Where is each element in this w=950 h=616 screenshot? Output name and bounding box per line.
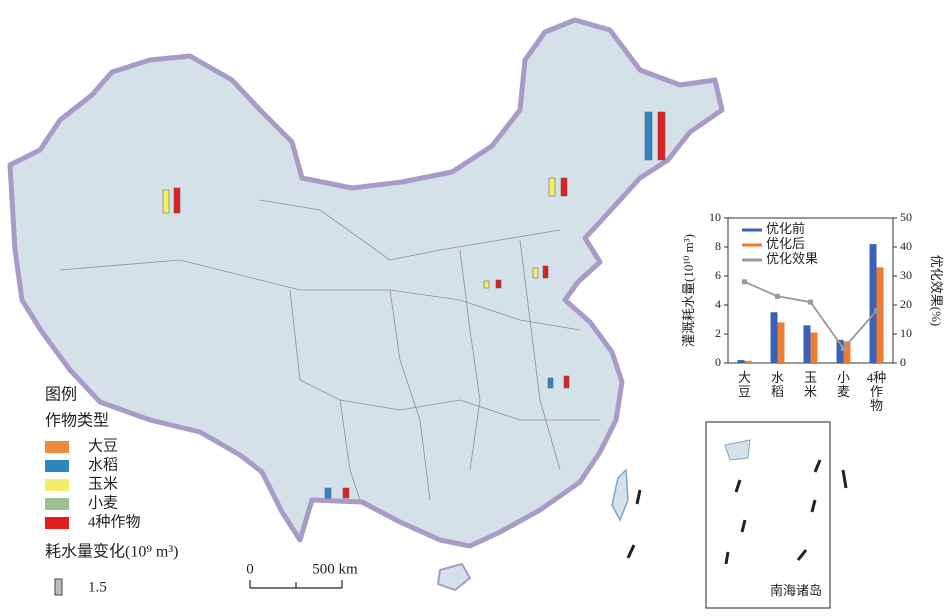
y2-tick-label: 50 xyxy=(900,210,912,224)
legend-label: 小麦 xyxy=(88,494,118,511)
inset-box xyxy=(626,421,848,609)
province-lines xyxy=(59,199,600,501)
y-tick-label: 8 xyxy=(715,239,721,253)
x-tick-label: 大豆 xyxy=(737,370,751,399)
legend-label: 水稻 xyxy=(88,456,118,473)
bar xyxy=(836,339,844,363)
legend-swatch xyxy=(45,441,69,453)
bar xyxy=(843,341,851,363)
legend-swatch xyxy=(45,460,69,472)
legend-label: 优化前 xyxy=(766,221,805,236)
y2-tick-label: 30 xyxy=(900,268,912,282)
x-tick-label: 小麦 xyxy=(836,370,850,399)
x-tick-label: 水稻 xyxy=(770,370,784,399)
legend-label: 大豆 xyxy=(88,437,118,454)
effect-point xyxy=(841,346,846,351)
bar xyxy=(744,360,752,363)
effect-point xyxy=(874,308,879,314)
taiwan xyxy=(611,468,629,522)
effect-point xyxy=(808,299,813,305)
effect-point xyxy=(742,279,747,285)
crop-bars xyxy=(162,111,666,499)
bar xyxy=(810,332,818,363)
y-axis-label: 灌溉耗水量(10¹⁰ m³) xyxy=(681,234,696,347)
legend-label: 4种作物 xyxy=(88,513,141,530)
bar xyxy=(876,267,884,363)
y-tick-label: 6 xyxy=(715,268,721,282)
legend-swatch xyxy=(45,479,69,491)
y2-tick-label: 10 xyxy=(900,326,912,340)
effect-point xyxy=(775,293,780,299)
legend-label: 玉米 xyxy=(88,475,118,492)
legend-subtitle: 作物类型 xyxy=(45,412,109,430)
scale-start: 0 xyxy=(246,561,254,577)
y2-tick-label: 20 xyxy=(900,297,912,311)
bar xyxy=(803,325,811,363)
x-tick-label: 4种作物 xyxy=(866,370,887,413)
y-tick-label: 2 xyxy=(715,326,721,340)
scale-end: 500 km xyxy=(312,561,358,577)
y-tick-label: 0 xyxy=(715,355,721,369)
legend-swatch xyxy=(45,498,69,510)
bar xyxy=(777,322,785,363)
legend-title: 图例 xyxy=(45,386,77,404)
legend-size-label: 1.5 xyxy=(88,579,107,595)
bar xyxy=(737,360,745,363)
inset-label: 南海诸岛 xyxy=(770,583,822,598)
legend-size-bar xyxy=(54,578,63,596)
scale-bar xyxy=(249,580,343,589)
x-tick-label: 玉米 xyxy=(803,370,817,399)
y2-tick-label: 0 xyxy=(900,355,906,369)
y2-tick-label: 40 xyxy=(900,239,912,253)
legend-label: 优化后 xyxy=(766,236,805,251)
legend-label: 优化效果 xyxy=(766,251,818,266)
y2-axis-label: 优化效果(%) xyxy=(929,255,944,327)
legend-size-title: 耗水量变化(10⁹ m³) xyxy=(45,543,178,561)
legend-swatch xyxy=(45,517,69,529)
y-tick-label: 10 xyxy=(709,210,721,224)
hainan xyxy=(436,562,472,592)
y-tick-label: 4 xyxy=(715,297,721,311)
bar xyxy=(869,244,877,363)
bar xyxy=(770,312,778,363)
